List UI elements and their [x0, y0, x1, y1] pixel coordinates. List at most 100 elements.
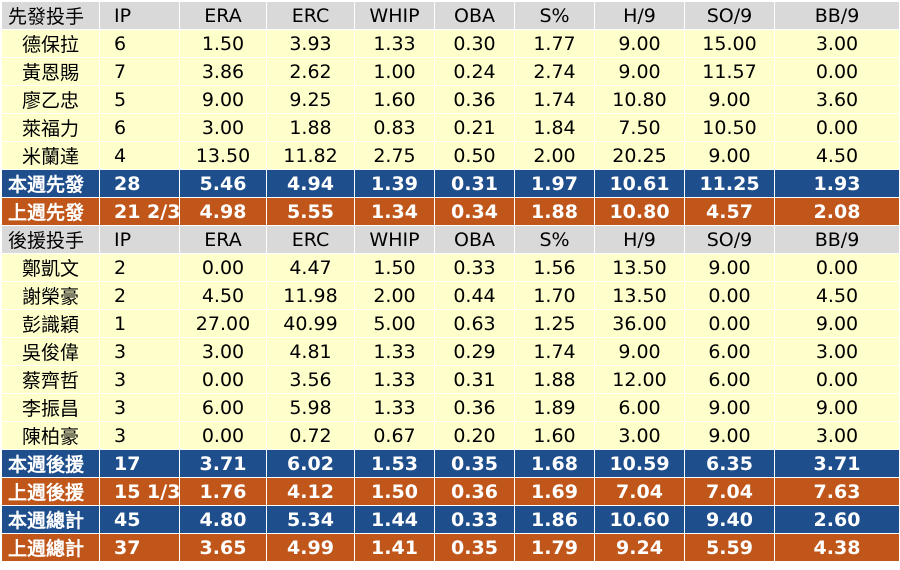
cell-ip: 6 — [99, 29, 180, 58]
cell-s-pct: 1.77 — [514, 29, 595, 58]
cell-whip: 1.50 — [354, 477, 435, 506]
cell-era: 3.00 — [179, 113, 267, 142]
cell-ip: 7 — [99, 57, 180, 86]
cell-ip: 1 — [99, 309, 180, 338]
cell-whip: 5.00 — [354, 309, 435, 338]
cell-erc: 5.34 — [266, 505, 355, 534]
cell-s-pct: 1.88 — [514, 197, 595, 226]
starter-row: 米蘭達 4 13.50 11.82 2.75 0.50 2.00 20.25 9.00 4.50 — [1, 141, 900, 170]
cell-bb9: 9.00 — [774, 393, 900, 422]
reliever-row: 蔡齊哲 3 0.00 3.56 1.33 0.31 1.88 12.00 6.00 0.00 — [1, 365, 900, 394]
cell-oba: 0.20 — [434, 421, 515, 450]
starter-row: 德保拉 6 1.50 3.93 1.33 0.30 1.77 9.00 15.00 3.00 — [1, 29, 900, 58]
cell-so9: 0.00 — [684, 281, 775, 310]
cell-whip: 1.33 — [354, 29, 435, 58]
cell-oba: 0.33 — [434, 253, 515, 282]
cell-erc: 4.94 — [266, 169, 355, 198]
cell-oba: 0.35 — [434, 533, 515, 562]
cell-h9: H/9 — [594, 225, 685, 254]
total-this-week-row: 本週總計 45 4.80 5.34 1.44 0.33 1.86 10.60 9.40 2.60 — [1, 505, 900, 534]
cell-so9: 9.00 — [684, 85, 775, 114]
cell-erc: 4.99 — [266, 533, 355, 562]
cell-ip: 21 2/3 — [99, 197, 180, 226]
cell-whip: 0.83 — [354, 113, 435, 142]
cell-erc: ERC — [266, 225, 355, 254]
cell-whip: 2.75 — [354, 141, 435, 170]
cell-whip: 0.67 — [354, 421, 435, 450]
cell-ip: 3 — [99, 393, 180, 422]
cell-oba: 0.63 — [434, 309, 515, 338]
cell-h9: 10.59 — [594, 449, 685, 478]
cell-erc: 4.81 — [266, 337, 355, 366]
starter-row: 黃恩賜 7 3.86 2.62 1.00 0.24 2.74 9.00 11.57 0.00 — [1, 57, 900, 86]
cell-erc: 2.62 — [266, 57, 355, 86]
cell-era: ERA — [179, 225, 267, 254]
cell-s-pct: 1.25 — [514, 309, 595, 338]
cell-s-pct: 1.60 — [514, 421, 595, 450]
cell-whip: 1.34 — [354, 197, 435, 226]
cell-so9: SO/9 — [684, 225, 775, 254]
cell-s-pct: 1.70 — [514, 281, 595, 310]
cell-oba: 0.36 — [434, 477, 515, 506]
cell-so9: 6.00 — [684, 365, 775, 394]
cell-erc: 4.47 — [266, 253, 355, 282]
cell-whip: 1.39 — [354, 169, 435, 198]
cell-era: 1.76 — [179, 477, 267, 506]
reliever-row: 鄭凱文 2 0.00 4.47 1.50 0.33 1.56 13.50 9.00 0.00 — [1, 253, 900, 282]
cell-s-pct: 1.79 — [514, 533, 595, 562]
cell-era: 13.50 — [179, 141, 267, 170]
cell-ip: 28 — [99, 169, 180, 198]
cell-h9: 13.50 — [594, 253, 685, 282]
relievers-header-row: 後援投手 IP ERA ERC WHIP OBA S% H/9 SO/9 BB/9 — [1, 225, 900, 254]
cell-era: 0.00 — [179, 365, 267, 394]
reliever-row: 吳俊偉 3 3.00 4.81 1.33 0.29 1.74 9.00 6.00 3.00 — [1, 337, 900, 366]
cell-ip: 37 — [99, 533, 180, 562]
reliever-row: 謝榮豪 2 4.50 11.98 2.00 0.44 1.70 13.50 0.00 4.50 — [1, 281, 900, 310]
cell-so9: 11.25 — [684, 169, 775, 198]
cell-so9: 9.40 — [684, 505, 775, 534]
cell-ip: 15 1/3 — [99, 477, 180, 506]
relievers-last-week-row: 上週後援 15 1/3 1.76 4.12 1.50 0.36 1.69 7.04 7.04 7.… — [1, 477, 900, 506]
cell-ip: 2 — [99, 253, 180, 282]
cell-name: 廖乙忠 — [1, 85, 100, 114]
cell-erc: ERC — [266, 1, 355, 30]
cell-name: 上週總計 — [1, 533, 100, 562]
cell-ip: 17 — [99, 449, 180, 478]
cell-name: 後援投手 — [1, 225, 100, 254]
cell-era: 3.71 — [179, 449, 267, 478]
cell-oba: 0.36 — [434, 85, 515, 114]
cell-h9: 3.00 — [594, 421, 685, 450]
cell-h9: 10.60 — [594, 505, 685, 534]
cell-erc: 9.25 — [266, 85, 355, 114]
cell-name: 德保拉 — [1, 29, 100, 58]
cell-era: 9.00 — [179, 85, 267, 114]
cell-erc: 11.82 — [266, 141, 355, 170]
cell-h9: 10.61 — [594, 169, 685, 198]
cell-s-pct: 1.69 — [514, 477, 595, 506]
cell-so9: SO/9 — [684, 1, 775, 30]
cell-oba: 0.50 — [434, 141, 515, 170]
cell-whip: 1.00 — [354, 57, 435, 86]
cell-era: 1.50 — [179, 29, 267, 58]
cell-h9: 10.80 — [594, 85, 685, 114]
cell-name: 彭識穎 — [1, 309, 100, 338]
cell-h9: 36.00 — [594, 309, 685, 338]
cell-bb9: 3.60 — [774, 85, 900, 114]
cell-whip: 1.60 — [354, 85, 435, 114]
cell-name: 李振昌 — [1, 393, 100, 422]
cell-name: 萊福力 — [1, 113, 100, 142]
cell-whip: 1.53 — [354, 449, 435, 478]
relievers-this-week-row: 本週後援 17 3.71 6.02 1.53 0.35 1.68 10.59 6.35 3.71 — [1, 449, 900, 478]
cell-s-pct: 1.88 — [514, 365, 595, 394]
cell-era: ERA — [179, 1, 267, 30]
cell-name: 米蘭達 — [1, 141, 100, 170]
cell-name: 本週先發 — [1, 169, 100, 198]
cell-name: 鄭凱文 — [1, 253, 100, 282]
cell-so9: 6.00 — [684, 337, 775, 366]
cell-ip: 4 — [99, 141, 180, 170]
cell-bb9: 9.00 — [774, 309, 900, 338]
cell-so9: 4.57 — [684, 197, 775, 226]
cell-h9: H/9 — [594, 1, 685, 30]
reliever-row: 彭識穎 1 27.00 40.99 5.00 0.63 1.25 36.00 0.00 9.00 — [1, 309, 900, 338]
